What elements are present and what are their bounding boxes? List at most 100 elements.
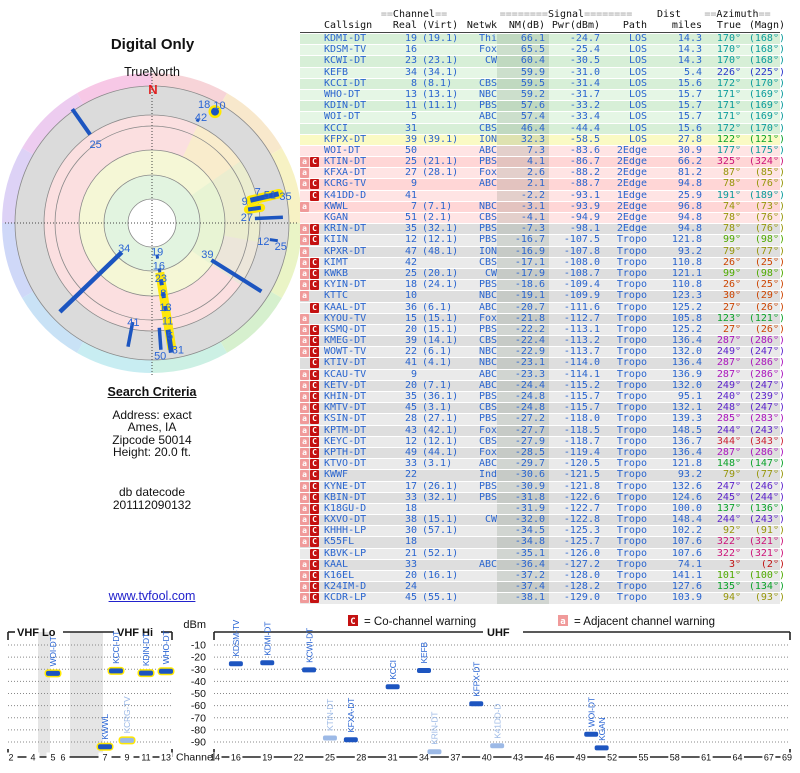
svg-text:46: 46 [544, 753, 554, 763]
table-row: WOI-DT 5 ABC 57.4 -33.4 LOS 15.7 171° (169°) [300, 111, 785, 123]
badge-spacer [310, 45, 319, 55]
search-criteria-heading: Search Criteria [107, 385, 197, 399]
adjacent-warning-badge: a [300, 235, 309, 246]
svg-text:dBm: dBm [183, 619, 206, 631]
search-line: Address: exact [112, 407, 192, 422]
svg-text:11: 11 [141, 753, 150, 763]
adjacent-warning-badge: a [300, 157, 309, 168]
svg-text:14: 14 [210, 753, 220, 763]
badge-spacer [300, 34, 309, 44]
table-row: a C KBIN-DT 33 (32.1) PBS -31.8 -122.6 Tropo 124.… [300, 491, 785, 503]
table-row: a C KCRG-TV 9 ABC 2.1 -88.7 2Edge 94.8 78° (76°) [300, 178, 785, 190]
svg-text:KCCI-DT: KCCI-DT [111, 631, 121, 664]
svg-text:2: 2 [8, 753, 13, 763]
cochannel-warning-badge: C [310, 179, 319, 190]
svg-text:5: 5 [50, 753, 55, 763]
table-row: a C KYIN-DT 18 (24.1) PBS -18.6 -109.4 Tropo 110.… [300, 279, 785, 291]
adjacent-warning-badge: a [300, 201, 309, 212]
svg-text:10: 10 [213, 100, 225, 112]
adjacent-warning-badge: a [300, 436, 309, 447]
table-row: a C K24IM-D 24 -37.4 -128.2 Tropo 127.6 135° (134… [300, 581, 785, 593]
table-row: WOI-DT 50 ABC 7.3 -83.6 2Edge 30.9 177° (175°) [300, 144, 785, 157]
cochannel-warning-badge: C [310, 515, 319, 526]
site-link-row: www.tvfool.com [2, 589, 302, 603]
cochannel-warning-badge: C [310, 224, 319, 235]
svg-text:16: 16 [231, 753, 241, 763]
table-row: a KFXA-DT 27 (28.1) Fox 2.6 -88.2 2Edge 81.2 87°(… [300, 167, 785, 179]
table-row: a C KTIN-DT 25 (21.1) PBS 4.1 -86.7 2Edge 66.2 325… [300, 156, 785, 168]
table-row: a C K18GU-D 18 -31.9 -122.7 Tropo 100.0 137° (136… [300, 502, 785, 515]
table-row: KFPX-DT 39 (39.1) ION 32.3 -58.5 LOS 27.8 122° (1… [300, 133, 785, 145]
table-row: KCCI-DT 8 (8.1) CBS 59.5 -31.4 LOS 15.6 172° (170… [300, 77, 785, 89]
badge-spacer [310, 202, 319, 212]
cochannel-warning-badge: C [310, 324, 319, 335]
svg-text:8: 8 [160, 288, 166, 300]
svg-text:27: 27 [241, 212, 253, 224]
adjacent-warning-badge: a [300, 179, 309, 190]
svg-text:58: 58 [670, 753, 680, 763]
svg-text:N: N [148, 82, 157, 97]
adjacent-warning-badge: a [300, 503, 309, 514]
svg-text:KEFB: KEFB [419, 642, 429, 664]
adjacent-warning-badge: a [300, 593, 309, 604]
badge-spacer [310, 135, 319, 145]
tvfool-link[interactable]: www.tvfool.com [108, 589, 196, 603]
badge-spacer [310, 124, 319, 134]
table-row: a KWWL 7 (7.1) NBC -3.1 -93.9 2Edge 96.8 74° (73°) [300, 200, 785, 212]
col-callsign: Callsign [324, 20, 372, 31]
svg-text:WOI-DT: WOI-DT [586, 697, 596, 727]
badge-spacer [310, 101, 319, 111]
badge-spacer [300, 213, 309, 223]
badge-spacer [310, 291, 319, 301]
badge-spacer [300, 303, 309, 313]
cochannel-warning-badge: C [310, 425, 319, 436]
col-real: Real [392, 20, 417, 31]
svg-text:19: 19 [262, 753, 272, 763]
table-row: a C KEYC-DT 12 (12.1) CBS -27.9 -118.7 Tropo 136.… [300, 435, 785, 447]
svg-text:= Co-channel warning: = Co-channel warning [364, 616, 476, 628]
svg-text:KTIN-DT: KTIN-DT [325, 699, 335, 731]
adjacent-warning-badge: a [300, 515, 309, 526]
adjacent-warning-badge: a [300, 571, 309, 581]
svg-text:-30: -30 [191, 664, 206, 676]
table-row: a C KYNE-DT 17 (26.1) PBS -30.9 -121.8 Tropo 132.… [300, 480, 785, 492]
table-body: KDMI-DT 19 (19.1) Thi 66.1 -24.7 LOS 14.3 170° (1… [300, 33, 785, 604]
table-row: a C KPTH-DT 49 (44.1) Fox -28.5 -119.4 Tropo 136.… [300, 446, 785, 459]
svg-text:6: 6 [60, 753, 65, 763]
svg-text:40: 40 [482, 753, 492, 763]
cochannel-warning-badge: C [310, 571, 319, 581]
badge-spacer [300, 135, 309, 145]
svg-text:61: 61 [701, 753, 711, 763]
table-column-headers: Callsign Real (Virt) Netwk NM(dB) Pwr(dB… [300, 20, 785, 33]
search-line: Height: 20.0 ft. [112, 445, 192, 460]
signal-table: ==Channel== ========Signal======== Dist … [300, 9, 785, 604]
cochannel-warning-badge: C [310, 392, 319, 402]
svg-text:KDIN-DT: KDIN-DT [141, 633, 151, 666]
svg-text:KFXA-DT: KFXA-DT [346, 698, 356, 733]
cochannel-warning-badge: C [310, 414, 319, 425]
table-row: a C KHHH-LP 30 (57.1) -34.5 -125.3 Tropo 102.2 92… [300, 525, 785, 537]
cochannel-warning-badge: C [310, 302, 319, 313]
svg-text:49: 49 [576, 753, 586, 763]
adjacent-warning-badge: a [300, 537, 309, 548]
table-row: a KTTC 10 NBC -19.1 -109.9 Tropo 123.3 30° (29°) [300, 290, 785, 302]
badge-spacer [300, 549, 309, 559]
table-row: a C KAAL 33 ABC -36.4 -127.2 Tropo 74.1 3° (2°) [300, 558, 785, 570]
col-miles: miles [671, 20, 702, 31]
db-datecode-label: db datecode [118, 485, 186, 499]
svg-text:12: 12 [257, 236, 269, 248]
table-row: C KBVK-LP 21 (52.1) -35.1 -126.0 Tropo 107.6 322… [300, 547, 785, 559]
col-path: Path [622, 20, 647, 31]
badge-spacer [300, 90, 309, 100]
svg-text:-90: -90 [191, 737, 206, 749]
badge-spacer [300, 45, 309, 55]
svg-text:-50: -50 [191, 688, 206, 700]
cochannel-warning-badge: C [310, 582, 319, 593]
adjacent-warning-badge: a [300, 526, 309, 537]
cochannel-warning-badge: C [310, 548, 319, 559]
table-row: a C K55FL 18 -34.8 -125.7 Tropo 107.6 322° (321°) [300, 536, 785, 548]
svg-text:7: 7 [102, 753, 107, 763]
table-row: a C KHIN-DT 35 (36.1) PBS -24.8 -115.7 Tropo 95.1… [300, 391, 785, 403]
svg-text:25: 25 [275, 241, 287, 253]
cochannel-warning-badge: C [310, 358, 319, 369]
